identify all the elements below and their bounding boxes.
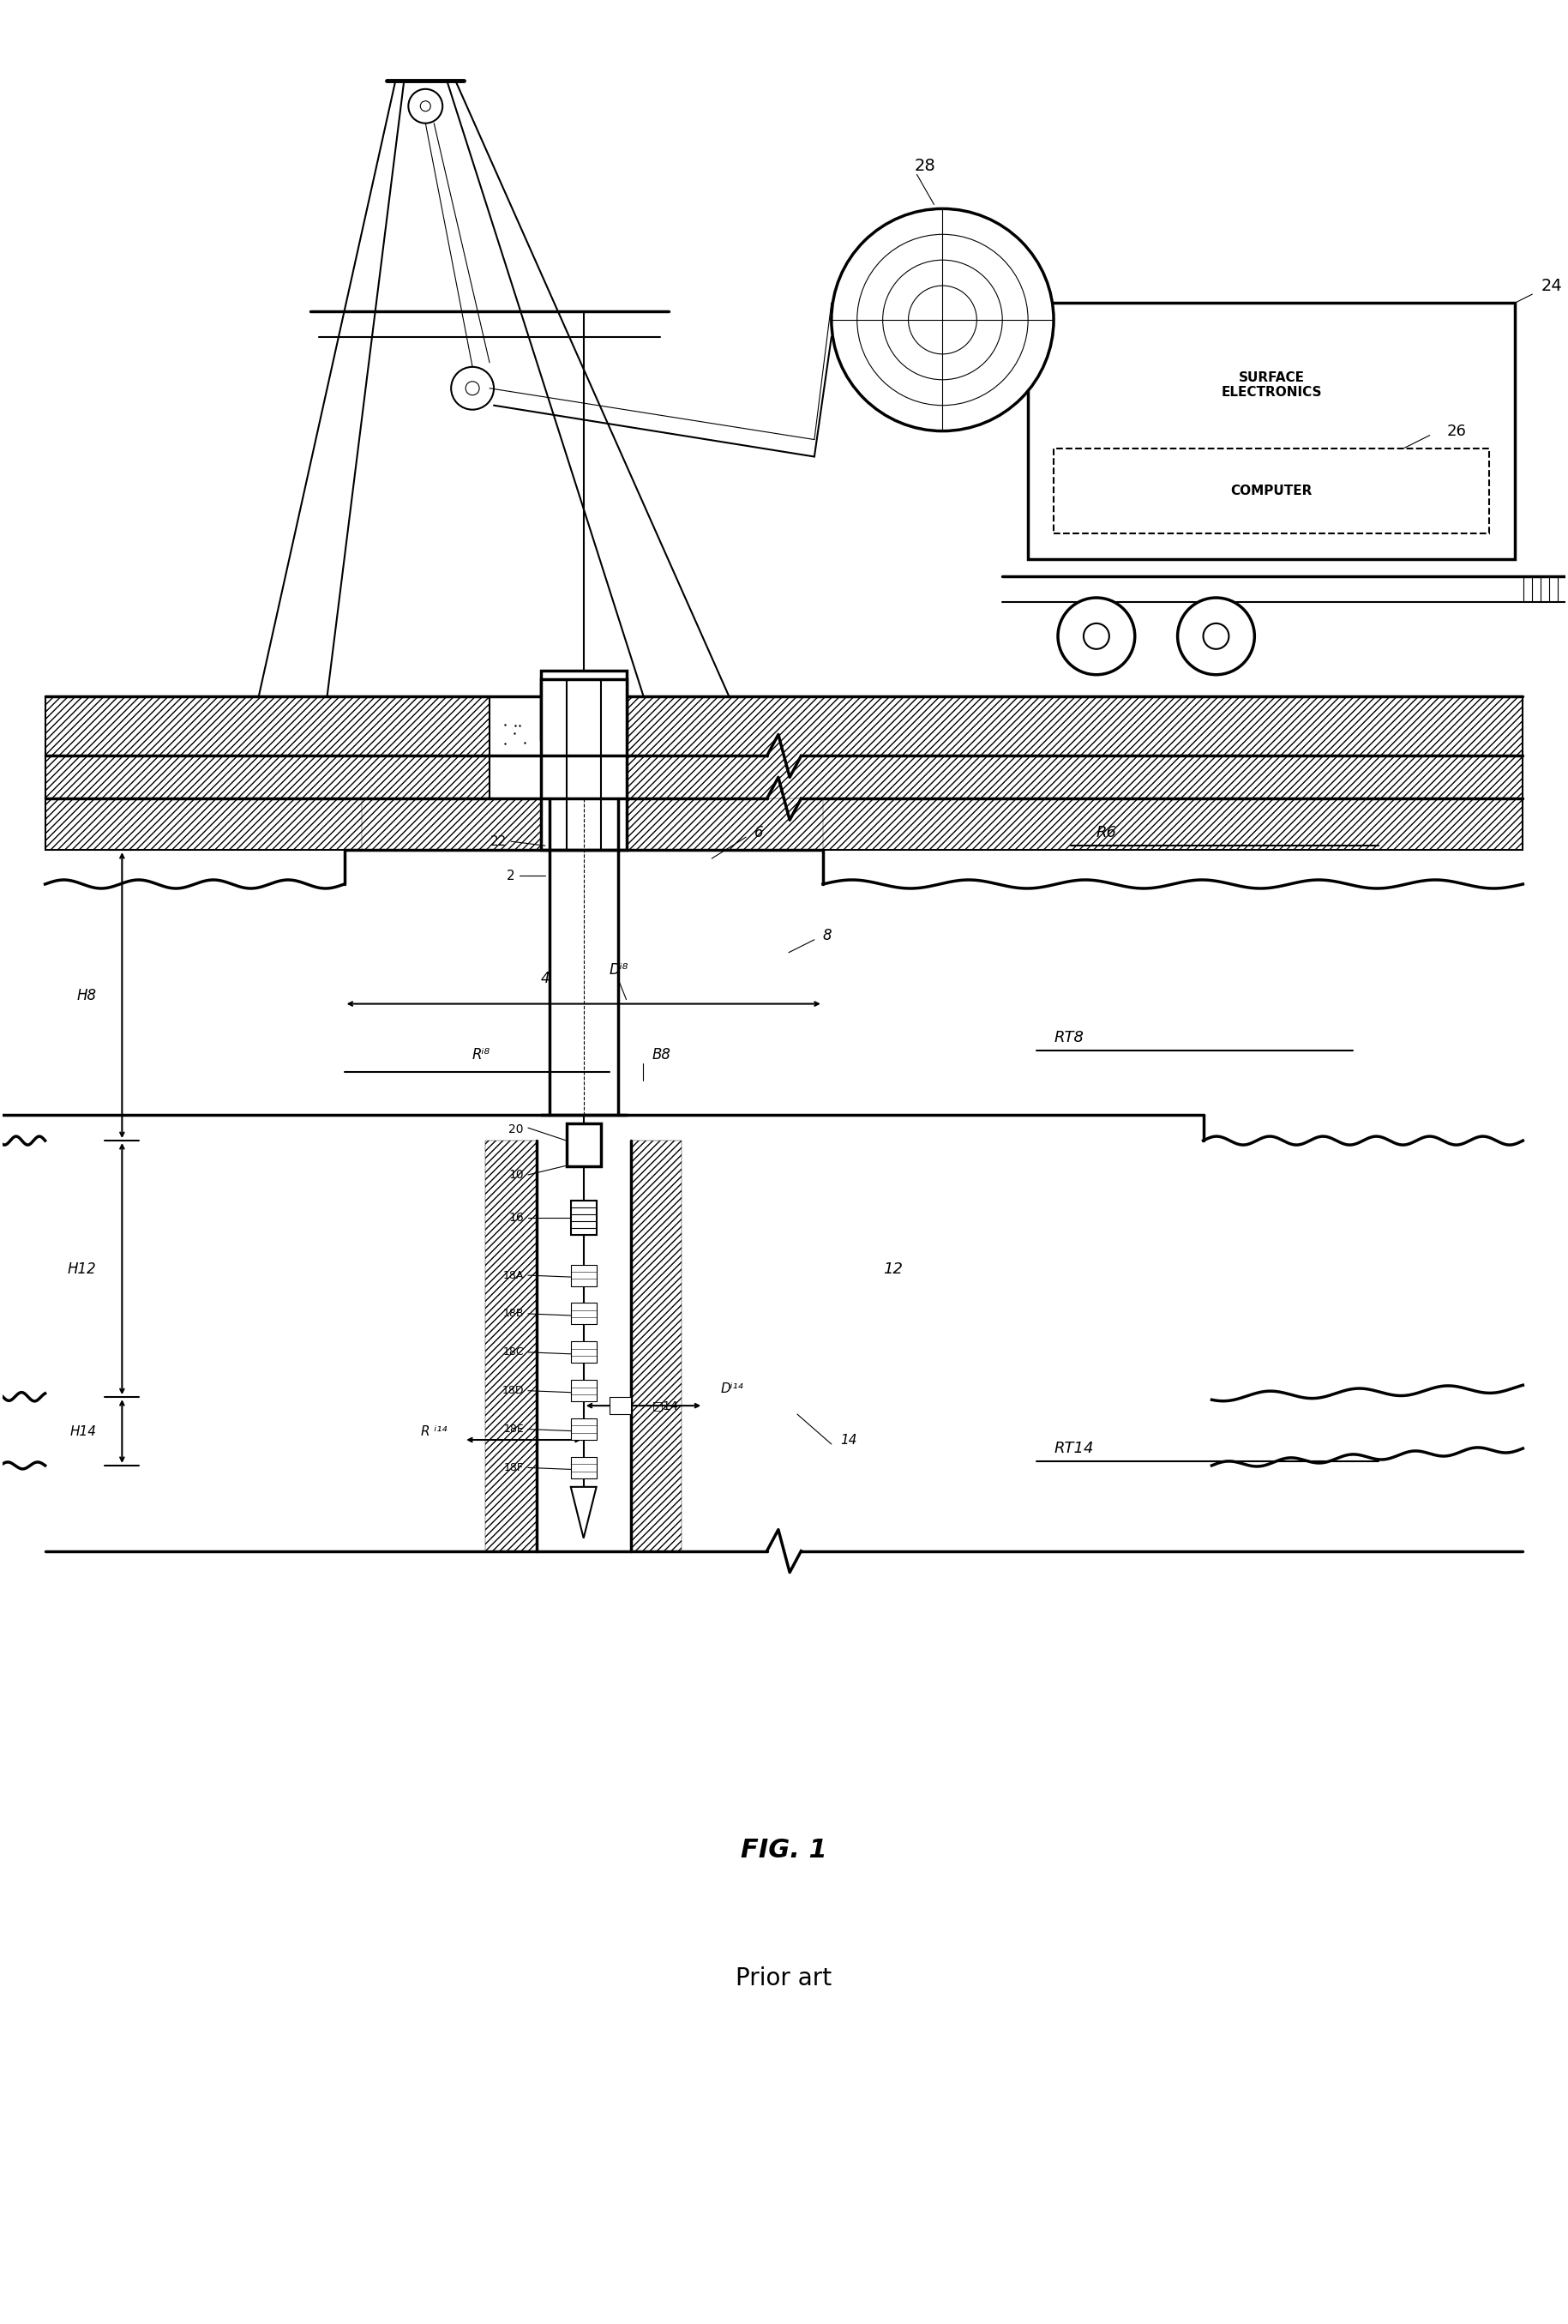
- Bar: [610, 1397, 630, 1415]
- Bar: [571, 1418, 596, 1441]
- Text: R ⁱ¹⁴: R ⁱ¹⁴: [420, 1425, 447, 1439]
- Text: 18D: 18D: [502, 1385, 524, 1397]
- Text: Dⁱ⁸: Dⁱ⁸: [610, 962, 629, 978]
- Bar: [541, 679, 626, 851]
- Circle shape: [1083, 623, 1109, 648]
- Circle shape: [452, 367, 494, 409]
- Text: 24: 24: [1541, 277, 1562, 293]
- Text: H8: H8: [77, 988, 96, 1004]
- Text: Dⁱ¹⁴: Dⁱ¹⁴: [720, 1383, 743, 1394]
- Text: 10: 10: [508, 1169, 524, 1181]
- Text: COMPUTER: COMPUTER: [1231, 483, 1312, 497]
- Text: 28: 28: [914, 158, 936, 174]
- Text: 20: 20: [508, 1122, 524, 1136]
- Text: 2: 2: [506, 869, 516, 883]
- Bar: [571, 1341, 596, 1362]
- Bar: [1029, 302, 1515, 560]
- Text: 6: 6: [754, 825, 764, 841]
- Bar: [566, 1122, 601, 1167]
- Text: R6: R6: [1096, 825, 1116, 841]
- Text: 16: 16: [508, 1211, 524, 1222]
- Text: SURFACE
ELECTRONICS: SURFACE ELECTRONICS: [1221, 372, 1322, 400]
- Bar: [45, 697, 489, 851]
- Circle shape: [1203, 623, 1229, 648]
- Text: 18E: 18E: [503, 1425, 524, 1434]
- Text: 18C: 18C: [503, 1346, 524, 1357]
- Text: RT8: RT8: [1054, 1030, 1083, 1046]
- Circle shape: [831, 209, 1054, 430]
- Bar: [1054, 449, 1490, 535]
- Bar: [630, 1141, 682, 1550]
- Bar: [571, 1202, 596, 1234]
- Text: 18B: 18B: [503, 1308, 524, 1320]
- Text: 12: 12: [883, 1262, 903, 1276]
- Text: 22: 22: [491, 834, 506, 848]
- Text: 14: 14: [840, 1434, 856, 1446]
- Text: RT14: RT14: [1054, 1441, 1093, 1457]
- Bar: [485, 1141, 536, 1550]
- Text: FIG. 1: FIG. 1: [740, 1838, 828, 1862]
- Text: 4: 4: [541, 971, 549, 985]
- Circle shape: [1178, 597, 1254, 674]
- Text: Prior art: Prior art: [735, 1966, 833, 1989]
- Text: H14: H14: [71, 1425, 96, 1439]
- Text: 26: 26: [1447, 423, 1466, 439]
- Text: H12: H12: [67, 1262, 96, 1276]
- Text: Rⁱ⁸: Rⁱ⁸: [472, 1048, 491, 1062]
- Bar: [571, 1380, 596, 1401]
- Bar: [618, 799, 823, 851]
- Bar: [541, 669, 626, 739]
- Circle shape: [408, 88, 442, 123]
- Polygon shape: [571, 1487, 596, 1538]
- Bar: [571, 1457, 596, 1478]
- Circle shape: [1058, 597, 1135, 674]
- Bar: [626, 697, 1523, 851]
- Text: 8: 8: [823, 927, 833, 944]
- Bar: [361, 799, 549, 851]
- Text: 18A: 18A: [503, 1269, 524, 1281]
- Bar: [571, 1304, 596, 1325]
- Bar: [541, 679, 626, 851]
- Bar: [571, 1264, 596, 1285]
- Text: □14: □14: [652, 1399, 679, 1411]
- Text: 18F: 18F: [503, 1462, 524, 1473]
- Text: B8: B8: [652, 1048, 671, 1062]
